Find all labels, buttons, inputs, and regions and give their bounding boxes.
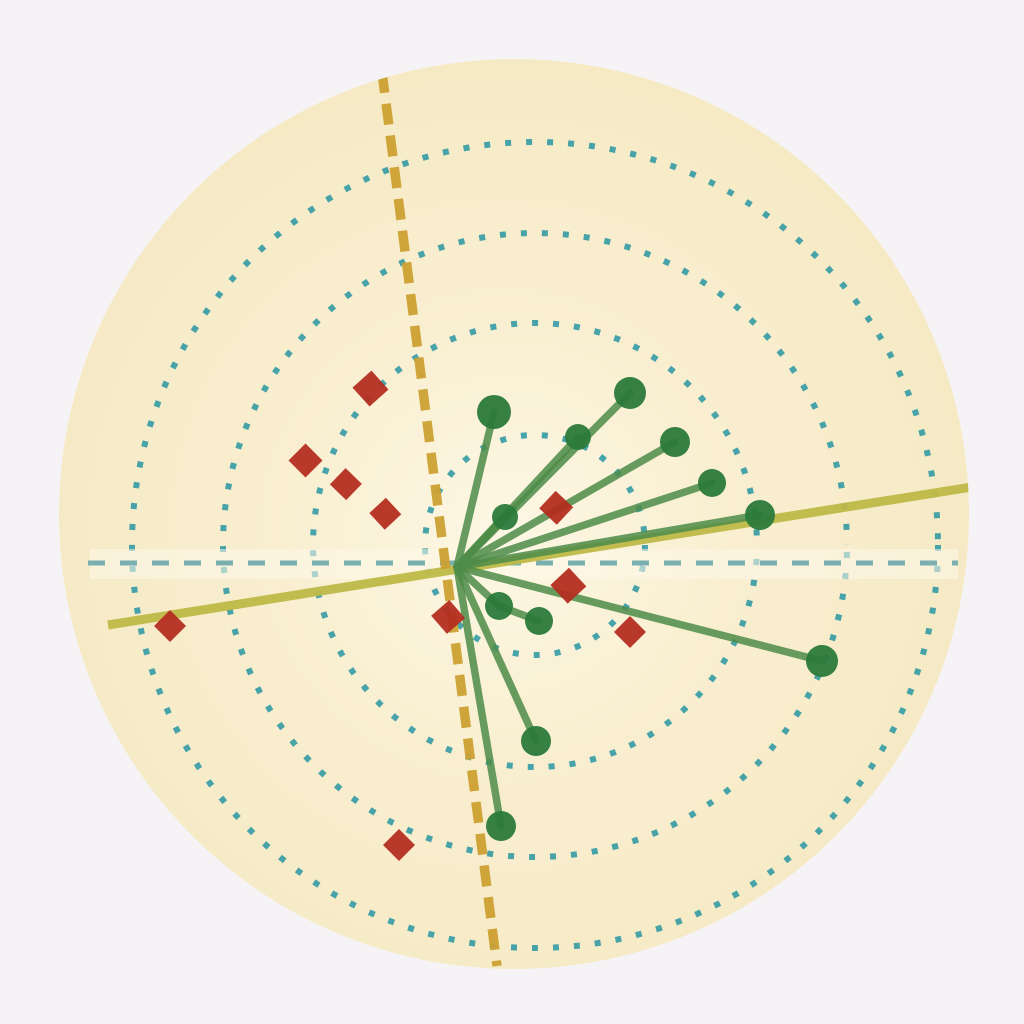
red-diamond-point-10	[383, 829, 415, 861]
green-circle-point-8	[492, 504, 518, 530]
red-diamond-point-9	[154, 610, 186, 642]
dotted-ring-1	[422, 432, 648, 658]
spoke-stem-6	[453, 511, 764, 571]
disc-contents	[88, 71, 969, 967]
vertical-dashed-axis	[377, 71, 502, 967]
red-diamond-point-3	[329, 468, 362, 501]
red-diamond-point-6	[550, 567, 587, 604]
red-diamond-point-4	[369, 497, 402, 530]
green-circle-point-7	[806, 645, 838, 677]
green-circle-point-1	[477, 395, 511, 429]
green-circle-point-11	[521, 726, 551, 756]
spoke-stem-5	[453, 479, 716, 571]
red-diamond-point-7	[431, 599, 466, 634]
dotted-ring-2	[310, 320, 760, 770]
green-circle-point-10	[525, 607, 553, 635]
green-circle-point-3	[565, 424, 591, 450]
dotted-ring-4	[129, 139, 941, 951]
green-circle-point-2	[614, 377, 646, 409]
spoke-stem-12	[453, 563, 505, 830]
red-diamond-point-1	[352, 370, 389, 407]
spoke-stem-7	[453, 563, 826, 665]
green-circle-point-12	[486, 811, 516, 841]
green-circle-point-4	[660, 427, 690, 457]
green-circle-point-9	[485, 592, 513, 620]
spoke-stem-1	[453, 408, 498, 571]
spoke-stem-11	[453, 563, 540, 745]
green-circle-point-5	[698, 469, 726, 497]
green-circle-point-6	[745, 500, 775, 530]
red-diamond-point-8	[614, 616, 646, 648]
red-diamond-point-5	[539, 490, 574, 525]
